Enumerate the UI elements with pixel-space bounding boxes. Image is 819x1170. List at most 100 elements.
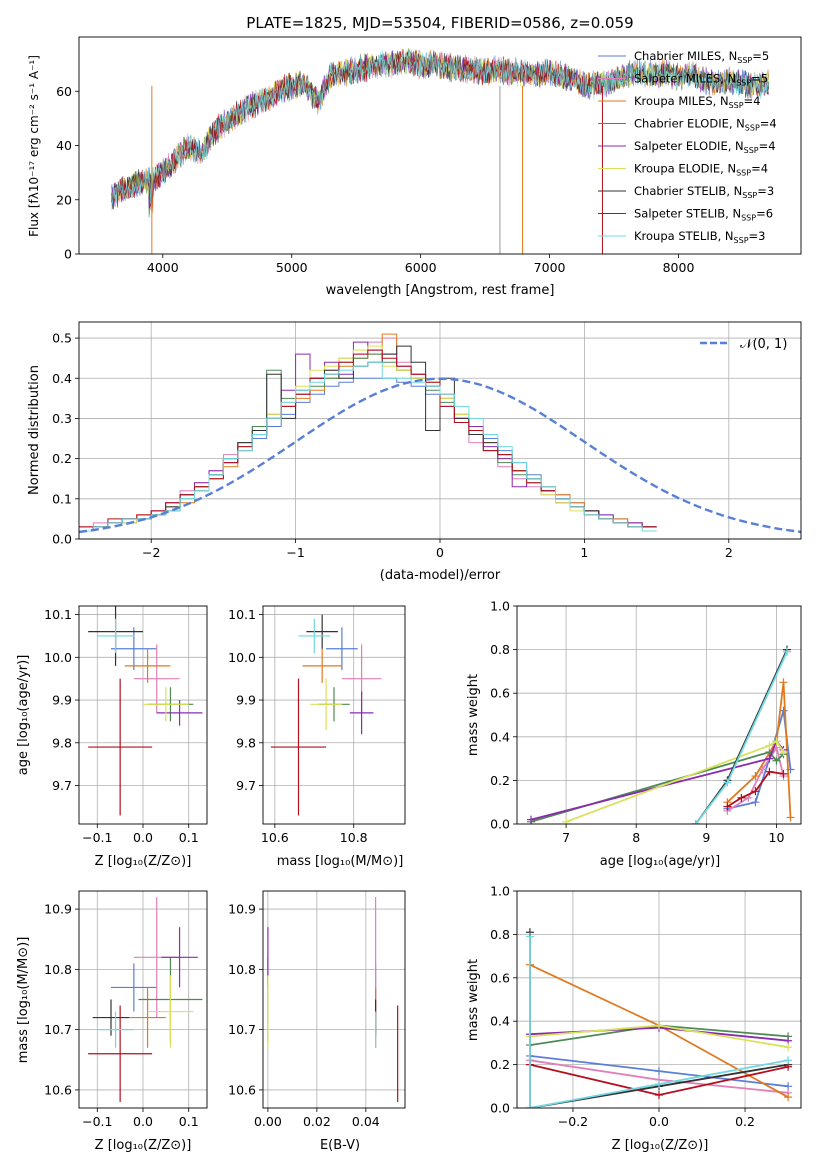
legend-label: Salpeter MILES, NSSP=5 <box>634 72 768 88</box>
x-tick-label: 0.04 <box>352 1114 380 1129</box>
weight-marker <box>779 748 788 757</box>
panel-4: 7 8 9 10 0.0 0.2 0.4 0.6 0.8 1.0 <box>490 599 802 845</box>
legend-subscript: SSP <box>736 169 751 178</box>
y-tick-label: 10.7 <box>44 1022 72 1037</box>
legend-label: Kroupa MILES, NSSP=4 <box>634 94 760 110</box>
weight-marker <box>525 932 534 941</box>
y-tick-label: 10.1 <box>44 607 72 622</box>
weight-marker <box>782 647 791 656</box>
legend-subscript: SSP <box>744 146 759 155</box>
legend-subscript: SSP <box>737 56 752 65</box>
weight-marker <box>779 678 788 687</box>
x-tick-label: 2 <box>725 545 733 560</box>
y-tick-label: 0.2 <box>490 773 510 788</box>
weights-age-xlabel: age [log₁₀(age/yr)] <box>600 854 721 869</box>
spectrum-title: PLATE=1825, MJD=53504, FIBERID=0586, z=0… <box>246 14 633 32</box>
weight-marker <box>784 1093 793 1102</box>
weight-marker <box>772 756 781 765</box>
legend-label: Chabrier MILES, NSSP=5 <box>634 49 769 65</box>
y-tick-label: 9.7 <box>236 778 256 793</box>
weight-marker <box>723 778 732 787</box>
y-tick-label: 0.8 <box>490 642 510 657</box>
y-tick-label: 60 <box>56 84 72 99</box>
weight-marker <box>765 741 774 750</box>
y-tick-label: 0.6 <box>490 970 510 985</box>
y-tick-label: 0.3 <box>52 411 72 426</box>
weight-marker <box>655 1067 663 1076</box>
legend-subscript: SSP <box>736 79 751 88</box>
y-tick-label: 0 <box>64 247 72 262</box>
plot-area <box>88 606 203 816</box>
x-tick-label: 7000 <box>534 260 566 275</box>
weights-z-xlabel: Z [log₁₀(Z/Z⊙)] <box>612 1138 709 1153</box>
panel-1: −2 −1 0 1 2 0.0 0.1 0.2 0.3 0.4 0.5 𝒩(0, 1) <box>52 321 802 560</box>
x-tick-label: 6000 <box>405 260 437 275</box>
mass-age-xlabel: mass [log₁₀(M/M⊙)] <box>277 854 404 869</box>
x-tick-label: −2 <box>142 545 160 560</box>
legend-subscript: SSP <box>745 124 760 133</box>
axes-frame <box>262 605 406 825</box>
y-tick-label: 9.8 <box>52 735 72 750</box>
weight-line <box>565 739 785 823</box>
spectrum-line <box>110 50 770 206</box>
ebv-mass-xlabel: E(B-V) <box>320 1138 360 1153</box>
x-tick-label: −0.1 <box>82 1114 112 1129</box>
legend-label: Salpeter STELIB, NSSP=6 <box>634 207 773 223</box>
plot-area <box>88 897 203 1102</box>
y-tick-label: 9.9 <box>52 693 72 708</box>
x-tick-label: 10 <box>769 830 785 845</box>
x-tick-label: 8 <box>632 830 640 845</box>
x-tick-label: 0.02 <box>303 1114 331 1129</box>
weight-marker <box>779 769 788 778</box>
x-tick-label: 0.1 <box>179 830 199 845</box>
y-tick-label: 0.5 <box>52 331 72 346</box>
x-tick-label: 7 <box>562 830 570 845</box>
weight-marker <box>772 737 781 746</box>
y-tick-label: 0.2 <box>490 1057 510 1072</box>
weight-marker <box>525 1104 534 1108</box>
panel-0: 4000 5000 6000 7000 8000 0 20 40 60 Chabrier MILE… <box>56 36 802 275</box>
panel-6: 0.00 0.02 0.04 10.6 10.7 10.8 10.9 <box>228 890 406 1129</box>
y-tick-label: 10.6 <box>44 1082 72 1097</box>
weight-marker <box>784 1043 793 1052</box>
x-tick-label: 10.8 <box>340 830 368 845</box>
x-tick-label: 9 <box>702 830 710 845</box>
legend-count: =3 <box>749 229 766 243</box>
y-tick-label: 0.0 <box>490 1101 510 1116</box>
y-tick-label: 0.0 <box>490 817 510 832</box>
legend-count: =4 <box>751 162 768 176</box>
legend-count: =5 <box>752 49 769 63</box>
x-tick-label: 0 <box>436 545 444 560</box>
weight-marker <box>751 798 760 807</box>
y-tick-label: 0.8 <box>490 927 510 942</box>
y-tick-label: 20 <box>56 192 72 207</box>
x-tick-label: 0.1 <box>179 1114 199 1129</box>
x-tick-label: 5000 <box>276 260 308 275</box>
x-tick-label: −1 <box>286 545 304 560</box>
y-tick-label: 10.1 <box>228 607 256 622</box>
y-tick-label: 40 <box>56 138 72 153</box>
legend-label: Kroupa STELIB, NSSP=3 <box>634 229 765 245</box>
axes-frame <box>78 890 208 1109</box>
x-tick-label: −0.2 <box>558 1114 588 1129</box>
z-age-xlabel: Z [log₁₀(Z/Z⊙)] <box>95 854 192 869</box>
x-tick-label: 0.0 <box>133 830 153 845</box>
x-tick-label: 0.0 <box>133 1114 153 1129</box>
legend-label: Salpeter ELODIE, NSSP=4 <box>634 139 776 155</box>
y-tick-label: 0.0 <box>52 532 72 547</box>
x-tick-label: 1 <box>580 545 588 560</box>
y-tick-label: 10.0 <box>44 650 72 665</box>
y-tick-label: 0.6 <box>490 686 510 701</box>
normal-curve <box>79 377 801 534</box>
axes-frame <box>78 36 802 255</box>
legend-count: =6 <box>756 207 773 221</box>
y-tick-label: 10.7 <box>228 1022 256 1037</box>
plot-area <box>110 48 770 254</box>
axes-frame <box>262 890 406 1109</box>
plot-area <box>270 614 382 816</box>
weights-age-ylabel: mass weight <box>466 674 481 756</box>
legend-subscript: SSP <box>729 101 744 110</box>
y-tick-label: 0.4 <box>490 729 510 744</box>
weight-marker <box>784 1056 793 1065</box>
weight-line <box>530 751 785 823</box>
